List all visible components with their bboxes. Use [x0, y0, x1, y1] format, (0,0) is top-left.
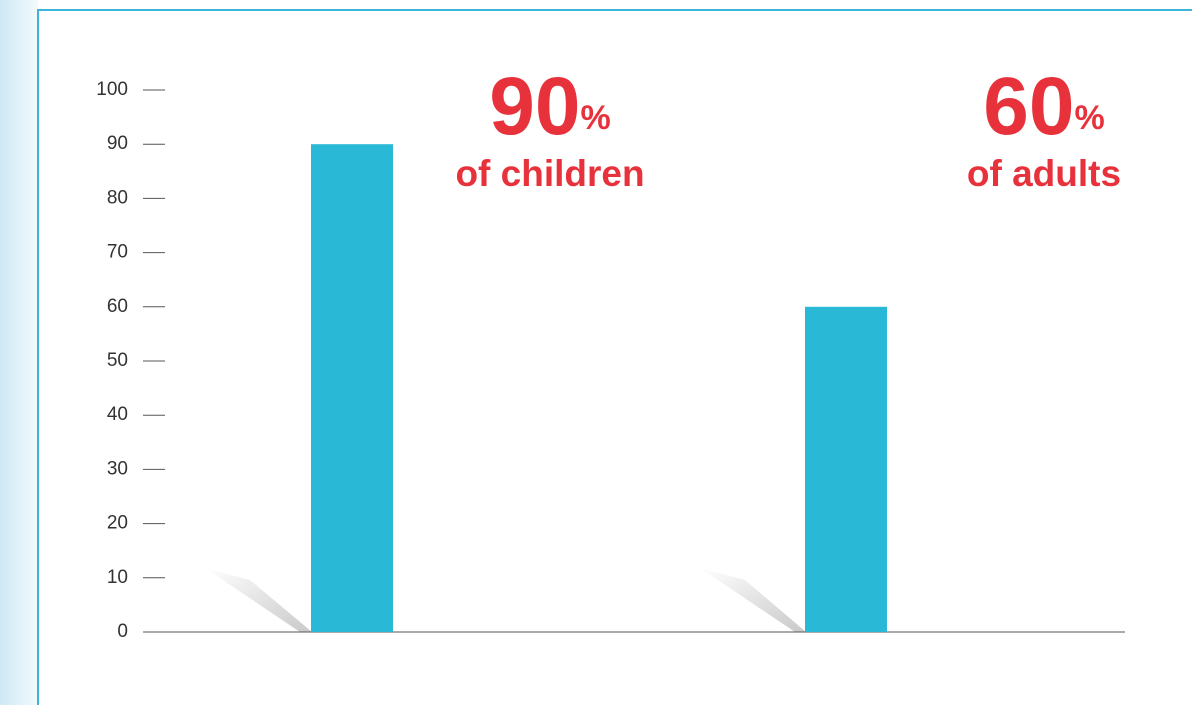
- y-tick-label: 30: [107, 458, 128, 479]
- y-tick-label: 10: [107, 567, 128, 588]
- y-tick-label: 70: [107, 242, 128, 263]
- y-tick-label: 80: [107, 187, 128, 208]
- bar-shadow: [700, 568, 806, 632]
- y-tick-label: 40: [107, 404, 128, 425]
- category-label: of adults: [967, 153, 1121, 194]
- bar: [805, 306, 887, 632]
- y-tick-label: 50: [107, 350, 128, 371]
- bar-shadow: [205, 568, 312, 632]
- frame: [37, 9, 1192, 705]
- value-label: 90%: [489, 61, 610, 152]
- bar: [311, 144, 393, 632]
- y-tick-label: 20: [107, 513, 128, 534]
- y-tick-label: 100: [96, 79, 128, 100]
- value-label: 60%: [983, 61, 1104, 152]
- category-label: of children: [455, 153, 644, 194]
- y-tick-label: 60: [107, 296, 128, 317]
- background: [0, 0, 38, 705]
- y-tick-label: 90: [107, 133, 128, 154]
- y-tick-label: 0: [117, 621, 128, 642]
